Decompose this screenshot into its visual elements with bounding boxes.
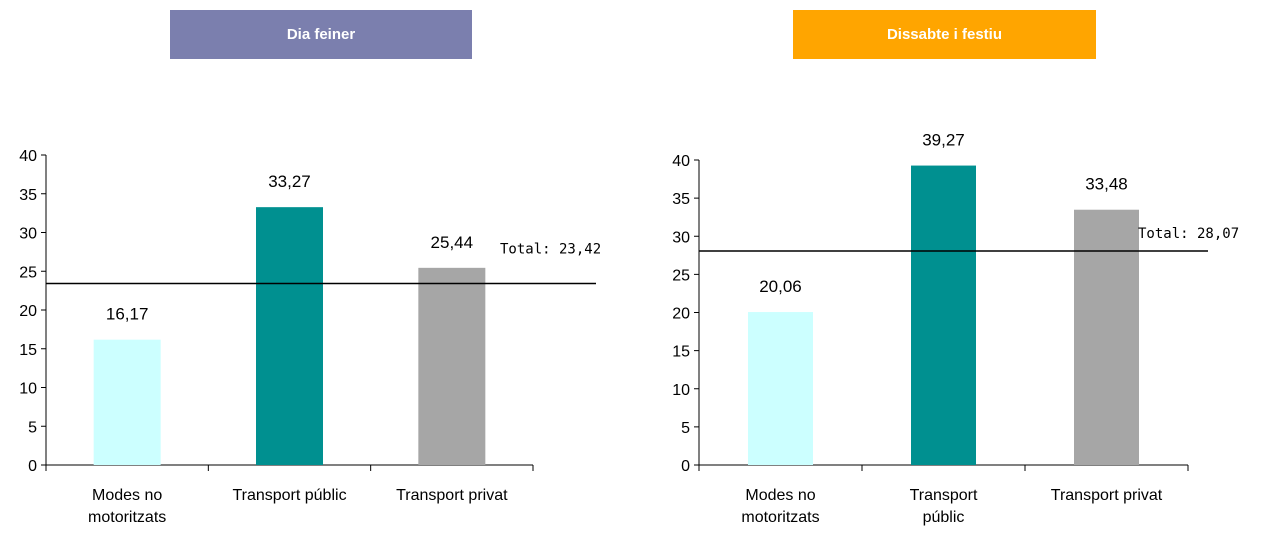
bar	[911, 165, 976, 465]
y-tick-label: 20	[672, 306, 690, 323]
bar	[1074, 209, 1139, 465]
data-label: 33,48	[1085, 175, 1128, 194]
chart-panel-dissabte-festiu: Dissabte i festiu 0 5 10 15 20 25 30 35 40 20,06 M…	[640, 0, 1286, 533]
data-label: 20,06	[759, 277, 802, 296]
category-label: Modes no motoritzats	[741, 487, 819, 526]
data-label: 25,44	[431, 233, 474, 252]
y-tick-label: 5	[28, 419, 37, 436]
y-tick-label: 40	[19, 148, 37, 165]
bar	[256, 207, 323, 465]
y-tick-label: 0	[28, 458, 37, 475]
y-tick-label: 10	[19, 381, 37, 398]
chart-panel-dia-feiner: Dia feiner 0 5 10 15 20 25 30 35 40 16,17 Modes no…	[0, 0, 640, 533]
category-label: Modes no motoritzats	[88, 487, 166, 526]
data-label: 33,27	[268, 172, 311, 191]
bar-chart-dissabte-festiu: 0 5 10 15 20 25 30 35 40 20,06 Modes no motoritzats…	[672, 131, 1239, 526]
y-tick-label: 25	[19, 264, 37, 281]
y-tick-label: 35	[19, 187, 37, 204]
y-tick-label: 25	[672, 267, 690, 284]
data-label: 16,17	[106, 305, 149, 324]
y-tick-label: 10	[672, 382, 690, 399]
y-tick-label: 5	[681, 420, 690, 437]
y-tick-label: 20	[19, 303, 37, 320]
y-tick-label: 40	[672, 153, 690, 170]
category-label: Transport privat	[396, 487, 508, 504]
data-label: 39,27	[922, 131, 965, 150]
y-tick-label: 30	[672, 229, 690, 246]
category-label: Transport públic	[232, 487, 346, 504]
category-label: Transport privat	[1051, 487, 1163, 504]
bar-chart-dia-feiner: 0 5 10 15 20 25 30 35 40 16,17 Modes no motoritzats…	[19, 148, 601, 526]
category-label: Transport públic	[910, 487, 978, 526]
bar	[748, 312, 813, 465]
chart-title-banner: Dissabte i festiu	[793, 10, 1096, 59]
bar	[418, 267, 486, 465]
total-label: Total: 28,07	[1138, 226, 1239, 242]
y-tick-label: 0	[681, 458, 690, 475]
total-label: Total: 23,42	[500, 241, 601, 257]
y-tick-label: 15	[19, 342, 37, 359]
y-tick-label: 35	[672, 191, 690, 208]
y-tick-label: 30	[19, 226, 37, 243]
bar	[93, 339, 161, 465]
y-tick-label: 15	[672, 344, 690, 361]
chart-title-banner: Dia feiner	[170, 10, 472, 59]
